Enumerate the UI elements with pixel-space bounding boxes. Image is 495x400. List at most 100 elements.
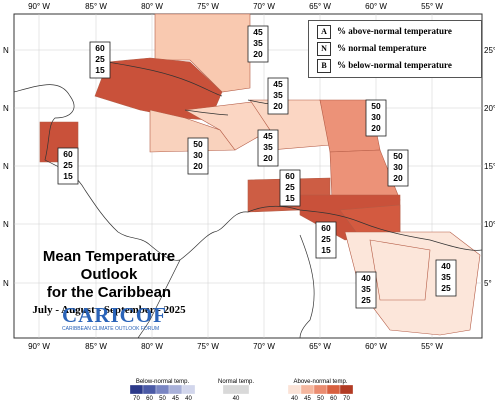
lon-tick-label: 65° W [309,342,331,351]
map-period: July - August - September - 2025 [32,304,186,316]
prob-value: 25 [285,182,295,192]
colorbar-normal-label: Normal temp. [218,379,254,385]
prob-value: 45 [273,79,283,89]
lon-tick-label: 60° W [365,342,387,351]
colorbar-swatch-below [181,384,196,395]
prob-value: 20 [263,153,273,163]
legend-row-above: A % above-normal temperature [317,25,452,39]
region-hispaniola [184,101,271,151]
prob-value: 20 [371,123,381,133]
lon-tick-label: 55° W [421,342,443,351]
lon-tick-label: 80° W [141,2,163,11]
lat-axis-letter: N [3,104,9,113]
prob-value: 60 [321,223,331,233]
colorbar-tick: 50 [159,396,166,400]
title-block: Mean Temperature Outlook for the Caribbe… [14,248,204,316]
legend-label-below: % below-normal temperature [337,60,452,71]
lat-axis-letter: N [3,279,9,288]
prob-value: 35 [441,272,451,282]
lon-tick-label: 70° W [253,342,275,351]
lon-tick-label: 85° W [85,342,107,351]
colorbar-swatch-above [287,384,302,395]
prob-value: 15 [321,245,331,255]
map-title-line1: Mean Temperature Outlook [42,248,176,283]
prob-value: 35 [263,142,273,152]
colorbar-tick: 40 [233,396,240,400]
colorbar-swatch-above [326,384,341,395]
legend-label-above: % above-normal temperature [337,26,452,37]
prob-value: 25 [63,160,73,170]
lat-axis-letter: N [3,162,9,171]
map-title-line2: for the Caribbean [46,284,172,301]
colorbar-tick: 70 [343,396,350,400]
prob-value: 15 [63,171,73,181]
prob-value: 35 [361,284,371,294]
prob-value: 25 [95,54,105,64]
prob-value: 20 [393,173,403,183]
lat-tick-label: 10° [484,220,495,229]
legend-key-above: A [317,25,331,39]
lat-tick-label: 5° [484,279,492,288]
longitude-labels: 90° W 90° W 85° W 85° W 80° W 80° W 75° W 75° W… [28,2,443,351]
legend-key-below: B [317,59,331,73]
legend-key-normal: N [317,42,331,56]
lon-tick-label: 55° W [421,2,443,11]
prob-value: 25 [321,234,331,244]
lat-axis-letter: N [3,46,9,55]
lon-tick-label: 75° W [197,2,219,11]
lat-tick-label: 15° [484,162,495,171]
prob-value: 30 [393,162,403,172]
prob-value: 35 [253,38,263,48]
legend-row-below: B % below-normal temperature [317,59,452,73]
colorbar-swatch-above [313,384,328,395]
colorbar-tick: 40 [291,396,298,400]
latitude-labels: 25° N 20° N 15° N 10° N 5° N [3,46,495,288]
colorbar-swatch-below [168,384,183,395]
colorbar-tick: 50 [317,396,324,400]
lon-tick-label: 60° W [365,2,387,11]
prob-value: 50 [193,139,203,149]
coastline-segment [107,61,223,97]
coastline-segment [299,234,315,339]
legend-label-normal: % normal temperature [337,43,427,54]
logo-subtitle: CARIBBEAN CLIMATE OUTLOOK FORUM [62,326,160,332]
prob-value: 20 [193,161,203,171]
prob-value: 45 [263,131,273,141]
colorbar-tick: 40 [185,396,192,400]
coastline-segment [184,109,229,116]
lat-tick-label: 20° [484,104,495,113]
lon-tick-label: 75° W [197,342,219,351]
prob-value: 50 [393,151,403,161]
lat-axis-letter: N [3,220,9,229]
colorbar: Below-normal temp. 70 60 50 45 40 Normal temp.… [129,379,354,400]
logo-name: CARICOF [62,303,167,327]
legend-row-normal: N % normal temperature [317,42,426,56]
prob-value: 40 [361,273,371,283]
prob-value: 40 [441,261,451,271]
colorbar-swatch-below [142,384,157,395]
caricof-logo: CARICOF CARIBBEAN CLIMATE OUTLOOK FORUM [62,303,167,333]
colorbar-tick: 60 [330,396,337,400]
prob-value: 25 [361,295,371,305]
lon-tick-label: 90° W [28,2,50,11]
prob-value: 60 [95,43,105,53]
lon-tick-label: 90° W [28,342,50,351]
colorbar-above-label: Above-normal temp. [293,379,347,385]
colorbar-tick: 45 [172,396,179,400]
colorbar-swatch-below [155,384,170,395]
lon-tick-label: 85° W [85,2,107,11]
prob-value: 20 [253,49,263,59]
colorbar-tick: 45 [304,396,311,400]
colorbar-swatch-above [300,384,315,395]
prob-value: 60 [285,171,295,181]
